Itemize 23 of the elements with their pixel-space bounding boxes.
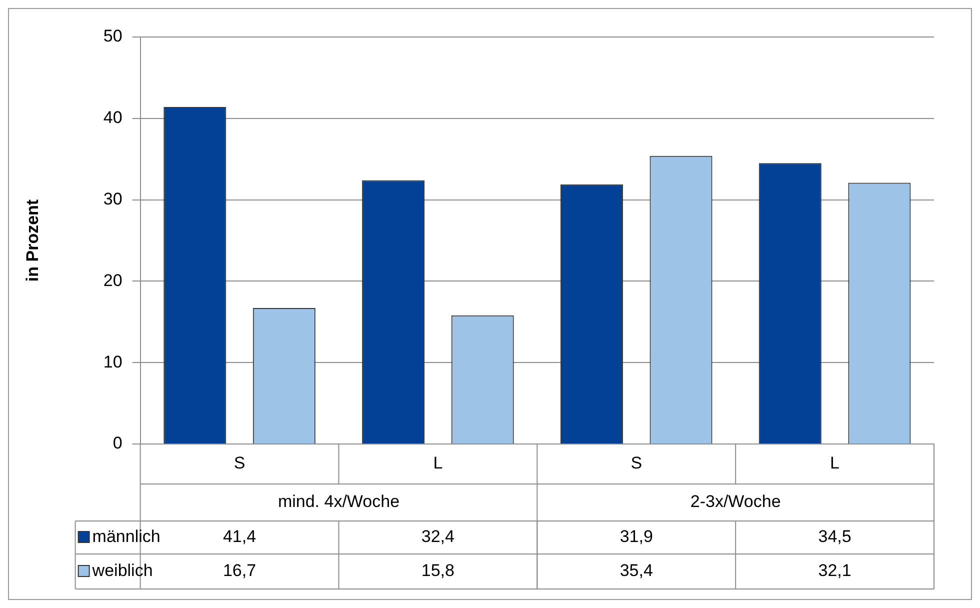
- x-tick-label: S: [630, 454, 642, 473]
- x-tick-label: L: [433, 454, 443, 473]
- y-tick-label: 50: [103, 26, 122, 46]
- data-label: 31,9: [620, 527, 653, 546]
- y-tick-label: 10: [103, 352, 122, 372]
- text: mind. 4x/Woche: [278, 492, 400, 512]
- y-tick-label: 40: [103, 108, 122, 128]
- data-label: 41,4: [222, 527, 256, 546]
- legend-label: weiblich: [91, 561, 153, 580]
- y-axis-title: in Prozent: [22, 199, 42, 282]
- data-label: 16,7: [222, 561, 256, 580]
- data-label: 32,1: [818, 561, 852, 580]
- x-tick-label: L: [830, 454, 840, 473]
- data-label: 32,4: [421, 527, 454, 546]
- text: 2-3x/Woche: [690, 492, 781, 512]
- x-tick-label: S: [234, 454, 246, 473]
- y-tick-label: 0: [112, 434, 122, 453]
- y-tick-label: 20: [103, 270, 122, 290]
- legend-label: männlich: [92, 527, 160, 546]
- data-label: 15,8: [421, 561, 454, 580]
- y-tick-label: 30: [103, 189, 122, 208]
- data-label: 35,4: [620, 561, 653, 580]
- data-label: 34,5: [818, 527, 852, 546]
